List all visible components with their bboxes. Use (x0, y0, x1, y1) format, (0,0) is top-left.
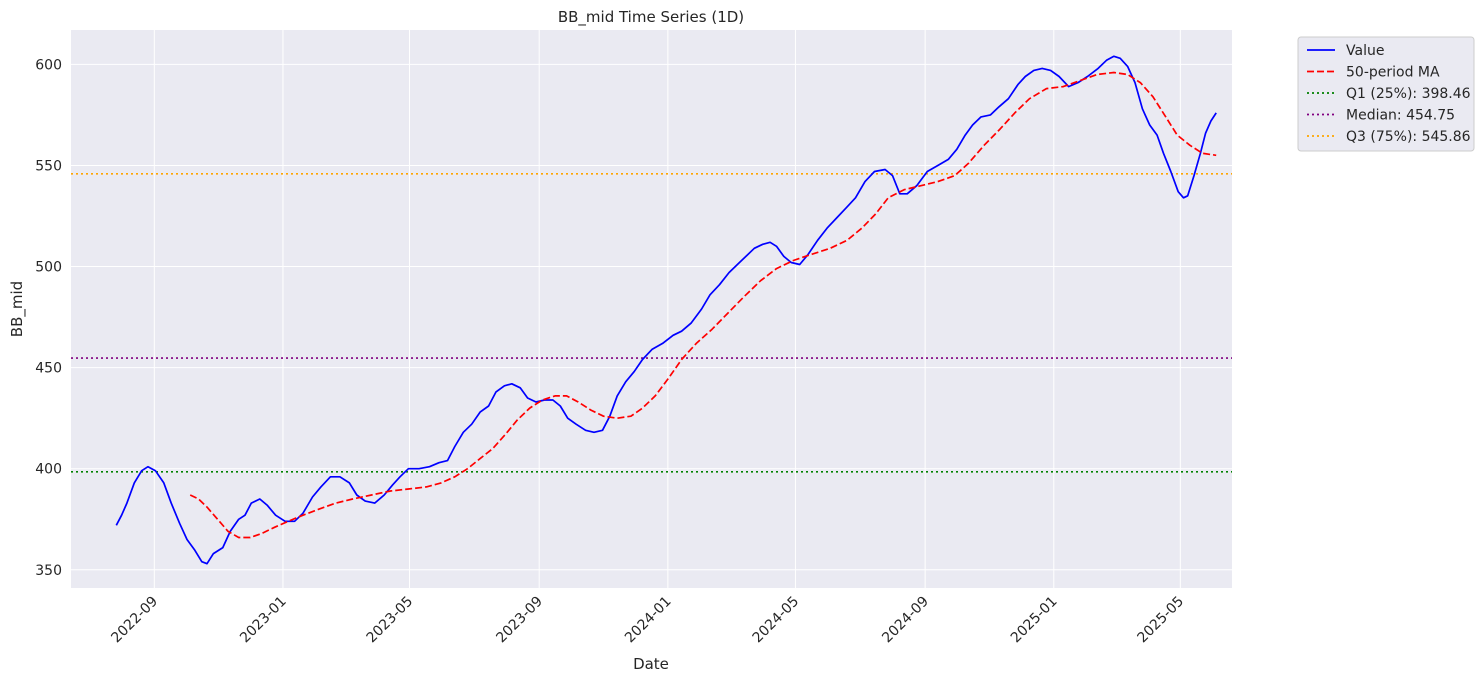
x-axis-label: Date (633, 655, 669, 673)
legend-box (1297, 36, 1475, 152)
y-tick-label: 500 (35, 260, 62, 276)
legend-entry-label: 50-period MA (1346, 65, 1440, 81)
chart-title: BB_mid Time Series (1D) (558, 8, 744, 27)
x-tick-labels: 2022-09 2023-01 2023-05 2023-09 2024-01 2024-… (108, 594, 1187, 647)
x-tick-label: 2023-05 (364, 594, 417, 647)
value-series-line (115, 55, 1217, 565)
x-tick-label: 2024-05 (750, 594, 803, 647)
x-tick-label: 2025-05 (1134, 594, 1187, 647)
moving-average-line (189, 71, 1217, 539)
x-tick-label: 2024-09 (879, 594, 932, 647)
y-tick-labels: 350 400 450 500 550 600 (35, 57, 62, 578)
legend-entry-label: Value (1346, 43, 1384, 59)
y-tick-label: 550 (35, 158, 62, 174)
x-tick-label: 2024-01 (622, 594, 675, 647)
y-tick-label: 600 (35, 57, 62, 73)
reference-lines (71, 173, 1232, 473)
grid-lines (71, 30, 1232, 588)
x-tick-label: 2025-01 (1008, 594, 1061, 647)
x-tick-label: 2023-01 (237, 594, 290, 647)
plot-area (71, 30, 1232, 588)
legend-entry-label: Q1 (25%): 398.46 (1346, 86, 1471, 102)
legend-entry-label: Median: 454.75 (1346, 108, 1455, 124)
series-lines (115, 55, 1217, 565)
legend: Value 50-period MA Q1 (25%): 398.46 Median:… (1297, 36, 1475, 152)
legend-entry-label: Q3 (75%): 545.86 (1346, 129, 1471, 145)
x-tick-label: 2022-09 (108, 594, 161, 647)
y-tick-label: 400 (35, 462, 62, 478)
y-tick-label: 450 (35, 361, 62, 377)
y-tick-label: 350 (35, 563, 62, 579)
y-axis-label: BB_mid (8, 281, 27, 337)
x-tick-label: 2023-09 (493, 594, 546, 647)
